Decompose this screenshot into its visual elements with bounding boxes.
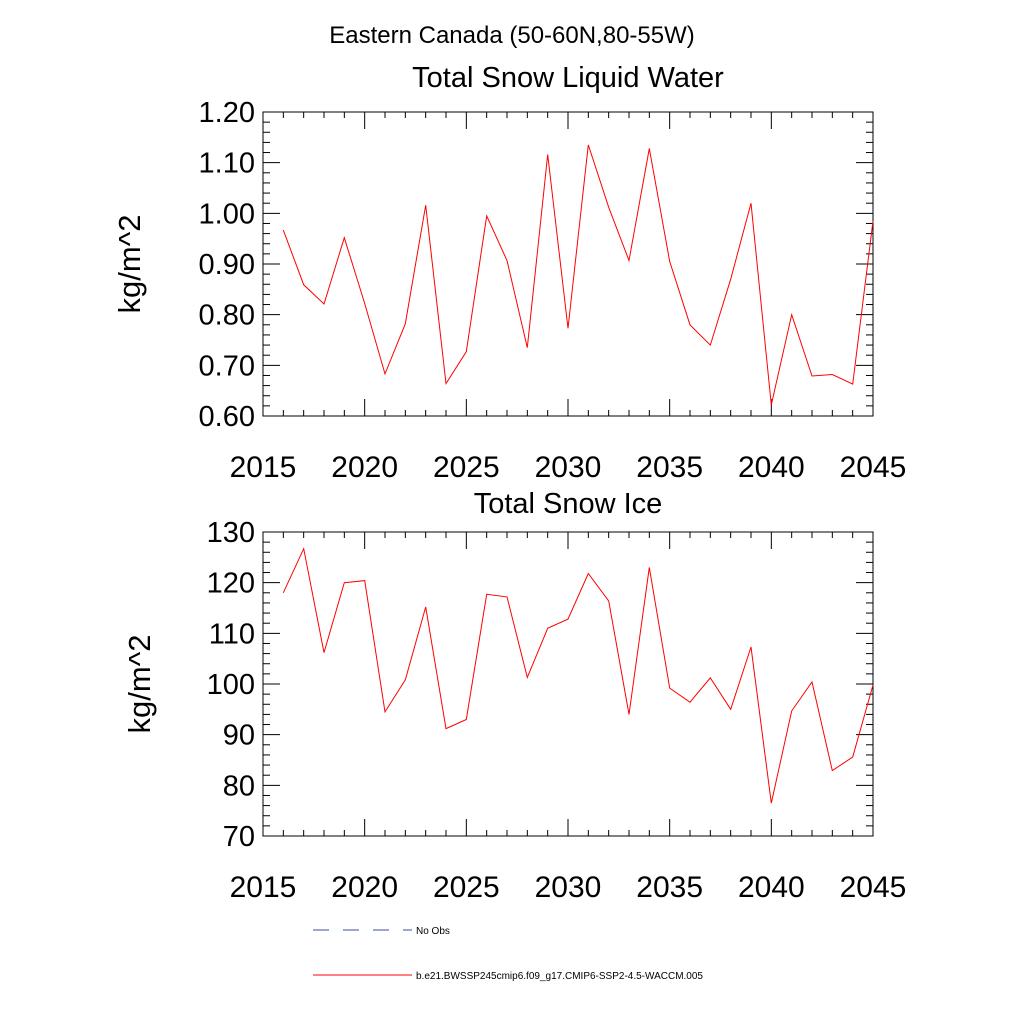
chart-panel-2: Total Snow Ice 2015 2020 2025 2030 2035 2040 20… xyxy=(122,488,906,904)
plot-frame xyxy=(262,111,874,417)
series-line xyxy=(282,144,874,406)
y-tick-label: 80 xyxy=(223,770,255,802)
x-tick-label: 2015 xyxy=(230,451,297,484)
x-tick-label: 2025 xyxy=(433,451,500,484)
x-tick-label: 2015 xyxy=(230,871,297,904)
x-tick-label: 2030 xyxy=(535,871,602,904)
x-tick-label: 2035 xyxy=(636,451,703,484)
y-tick-label: 0.70 xyxy=(199,350,255,382)
x-tick-label: 2040 xyxy=(738,871,805,904)
page-title: Eastern Canada (50-60N,80-55W) xyxy=(329,22,695,49)
chart-panel-1: Total Snow Liquid Water 2015 2020 2025 2030 2… xyxy=(112,62,906,484)
x-tick-label: 2045 xyxy=(840,451,907,484)
y-tick-label: 0.80 xyxy=(199,300,255,332)
x-tick-label: 2030 xyxy=(535,451,602,484)
x-tick-label: 2040 xyxy=(738,451,805,484)
y-tick-label: 70 xyxy=(223,821,255,853)
y-tick-label: 100 xyxy=(207,669,255,701)
x-tick-label: 2045 xyxy=(840,871,907,904)
series-line xyxy=(282,547,874,804)
y-axis-label: kg/m^2 xyxy=(122,635,157,734)
y-axis-label: kg/m^2 xyxy=(112,215,147,314)
y-tick-label: 130 xyxy=(207,517,255,549)
legend-item: No Obs xyxy=(313,926,450,937)
y-tick-label: 0.90 xyxy=(199,249,255,281)
plot-frame xyxy=(262,531,874,837)
x-tick-label: 2035 xyxy=(636,871,703,904)
x-tick-label: 2020 xyxy=(331,451,398,484)
y-tick-label: 110 xyxy=(209,618,255,650)
y-tick-label: 120 xyxy=(207,568,255,600)
x-tick-label: 2020 xyxy=(331,871,398,904)
legend: No Obs b.e21.BWSSP245cmip6.f09_g17.CMIP6-… xyxy=(313,926,703,982)
y-tick-label: 90 xyxy=(223,720,255,752)
y-tick-label: 0.60 xyxy=(199,401,255,433)
legend-label: b.e21.BWSSP245cmip6.f09_g17.CMIP6-SSP2-4… xyxy=(416,971,703,982)
x-tick-label: 2025 xyxy=(433,871,500,904)
y-tick-label: 1.10 xyxy=(199,148,255,180)
chart-title: Total Snow Ice xyxy=(474,488,663,520)
legend-item: b.e21.BWSSP245cmip6.f09_g17.CMIP6-SSP2-4… xyxy=(313,971,703,982)
y-tick-label: 1.00 xyxy=(199,198,255,230)
y-tick-label: 1.20 xyxy=(199,97,255,129)
legend-label: No Obs xyxy=(416,926,450,937)
chart-title: Total Snow Liquid Water xyxy=(412,62,724,94)
